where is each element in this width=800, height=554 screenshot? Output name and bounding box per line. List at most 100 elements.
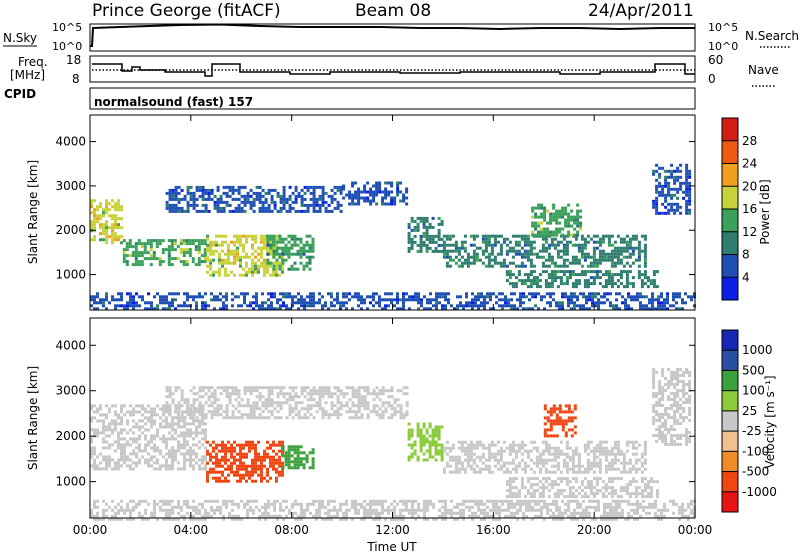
power-cell <box>315 209 319 213</box>
velocity-cell <box>210 404 214 408</box>
power-cell <box>502 261 506 265</box>
velocity-cell <box>547 443 551 447</box>
power-cell <box>438 295 441 299</box>
velocity-cell <box>372 404 376 408</box>
velocity-cell <box>218 470 221 474</box>
velocity-cell <box>556 477 560 481</box>
velocity-cell <box>434 449 438 453</box>
power-cell <box>93 301 96 305</box>
power-cell <box>631 252 635 256</box>
power-cell <box>369 187 373 191</box>
power-cell <box>484 264 488 268</box>
power-cell <box>221 261 224 265</box>
power-cell <box>390 298 393 302</box>
velocity-cell <box>252 413 256 417</box>
power-cell <box>598 249 602 253</box>
power-cell <box>230 261 233 265</box>
velocity-cell <box>150 413 153 417</box>
power-cell <box>573 221 577 225</box>
velocity-cell <box>366 392 370 396</box>
power-cell <box>345 295 348 299</box>
velocity-cell <box>309 395 313 399</box>
velocity-cell <box>192 392 196 396</box>
power-cell <box>140 260 144 264</box>
velocity-cell <box>206 440 209 444</box>
power-cell <box>610 282 614 286</box>
power-cell <box>552 230 556 234</box>
velocity-cell <box>117 464 120 468</box>
power-cell <box>111 232 114 236</box>
velocity-cell <box>120 443 123 447</box>
power-cell <box>105 205 108 209</box>
power-cell <box>407 246 411 250</box>
power-cell <box>570 292 573 296</box>
power-cell <box>607 273 611 277</box>
velocity-cell <box>270 404 274 408</box>
velocity-cell <box>93 410 96 414</box>
velocity-cell <box>567 410 571 414</box>
velocity-cell <box>652 392 656 395</box>
velocity-cell <box>360 404 364 408</box>
velocity-cell <box>625 489 629 493</box>
velocity-cell <box>135 422 138 426</box>
velocity-cell <box>419 443 423 447</box>
velocity-cell <box>180 467 183 471</box>
power-cell <box>441 307 444 311</box>
velocity-cell <box>177 502 180 506</box>
velocity-cell <box>138 428 141 432</box>
velocity-cell <box>111 467 114 471</box>
power-cell <box>534 227 538 231</box>
velocity-cell <box>484 467 488 471</box>
power-cell <box>278 252 282 256</box>
velocity-cell <box>263 455 266 459</box>
power-cell <box>218 252 221 256</box>
power-cell <box>185 251 189 255</box>
velocity-cell <box>416 422 420 426</box>
velocity-cell <box>490 455 494 459</box>
velocity-cell <box>523 461 527 465</box>
velocity-cell <box>487 455 491 459</box>
velocity-cell <box>375 413 379 417</box>
velocity-cell <box>210 514 213 518</box>
velocity-cell <box>186 499 189 503</box>
power-cell <box>639 292 642 296</box>
power-cell <box>472 243 476 247</box>
power-cell <box>177 292 180 296</box>
power-cell <box>315 185 319 189</box>
power-cell <box>460 261 464 265</box>
power-cell <box>275 270 278 274</box>
power-cell <box>558 307 561 311</box>
power-cell <box>595 246 599 250</box>
power-cell <box>192 194 196 198</box>
velocity-cell <box>297 413 301 417</box>
velocity-cell <box>327 389 331 393</box>
velocity-cell <box>260 473 263 477</box>
velocity-cell <box>126 517 129 521</box>
velocity-cell <box>357 404 361 408</box>
power-cell <box>390 199 394 203</box>
power-cell <box>688 196 692 200</box>
velocity-cell <box>150 419 153 423</box>
power-cell <box>294 301 297 305</box>
power-cell <box>522 307 525 311</box>
power-cell <box>567 221 571 225</box>
power-cell <box>628 243 632 247</box>
velocity-cell <box>102 467 105 471</box>
velocity-cell <box>514 477 518 481</box>
power-cell <box>90 298 93 302</box>
power-cell <box>321 203 325 207</box>
power-cell <box>465 304 468 308</box>
velocity-cell <box>538 455 542 459</box>
power-cell <box>141 298 144 302</box>
velocity-cell <box>228 395 232 399</box>
power-cell <box>405 190 409 194</box>
velocity-cell <box>260 476 263 480</box>
velocity-cell <box>484 446 488 450</box>
velocity-cell <box>562 458 566 462</box>
velocity-cell <box>312 398 316 402</box>
velocity-cell <box>321 413 325 417</box>
velocity-cell <box>288 410 292 414</box>
velocity-cell <box>652 434 656 437</box>
power-cell <box>195 185 199 189</box>
velocity-cell <box>195 517 198 521</box>
